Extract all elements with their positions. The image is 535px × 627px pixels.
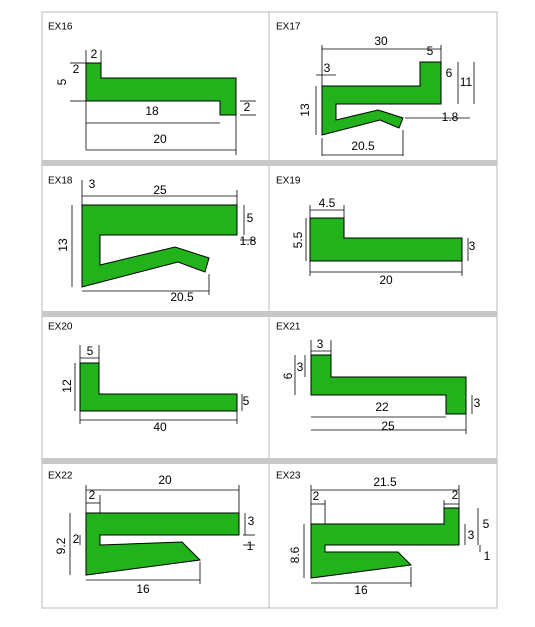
- dimension-label: 18: [145, 104, 159, 118]
- dimension-label: 20: [379, 273, 393, 287]
- dimension-label: 2: [73, 532, 80, 546]
- dimension-label: 5: [55, 78, 69, 85]
- dimension-label: 5.5: [291, 231, 305, 248]
- dimension-label: 25: [153, 183, 167, 197]
- dimension-label: 6: [281, 372, 295, 379]
- dimension-label: 22: [375, 400, 389, 414]
- panel-label: EX20: [48, 322, 73, 333]
- dimension-label: 5: [247, 211, 254, 225]
- dimension-label: 5: [87, 344, 94, 358]
- panel-label: EX17: [276, 22, 301, 33]
- profile-shape: [81, 204, 238, 288]
- dimension-label: 20: [158, 473, 172, 487]
- panel-label: EX22: [48, 471, 73, 482]
- dimension-label: 8.6: [288, 546, 302, 563]
- dimension-label: 4.5: [319, 196, 336, 210]
- profile-panel: EX23 21.5 2 2 53 8.6 1 16: [276, 471, 491, 598]
- dimension-label: 9.2: [54, 537, 68, 554]
- panel-label: EX23: [276, 471, 301, 482]
- dimension-label: 3: [297, 360, 304, 374]
- dimension-label: 2: [89, 488, 96, 502]
- dimension-label: 25: [381, 419, 395, 433]
- dimension-label: 16: [354, 583, 368, 597]
- dimension-label: 21.5: [373, 475, 397, 489]
- profile-shape: [321, 61, 442, 136]
- panel-label: EX19: [276, 176, 301, 187]
- dimension-label: 20: [153, 132, 167, 146]
- dimension-label: 3: [317, 337, 324, 351]
- dimension-label: 20.5: [170, 290, 194, 304]
- dimension-label: 1: [247, 539, 254, 553]
- profile-panel: EX17 30 5 3 6 11 13 1.8 20.5: [276, 22, 475, 156]
- row-divider: [42, 458, 497, 464]
- dimension-label: 30: [374, 34, 388, 48]
- panel-label: EX21: [276, 322, 301, 333]
- dimension-label: 13: [56, 238, 70, 252]
- dimension-label: 5: [243, 394, 250, 408]
- dimension-label: 5: [427, 44, 434, 58]
- dimension-label: 20.5: [351, 139, 375, 153]
- dimension-label: 3: [469, 239, 476, 253]
- dimension-label: 2: [452, 488, 459, 502]
- dimension-label: 1.8: [442, 110, 459, 124]
- profile-panel: EX22 20 2 3 2 9.2 1 16: [48, 471, 255, 596]
- dimension-label: 11: [460, 75, 473, 89]
- row-divider: [42, 311, 497, 317]
- dimension-label: 2: [313, 489, 320, 503]
- dimension-label: 2: [91, 47, 98, 61]
- dimension-label: 3: [89, 177, 96, 191]
- dimension-label: 1.8: [240, 234, 257, 248]
- dimension-label: 12: [60, 379, 74, 393]
- profile-shape: [85, 512, 240, 576]
- dimension-label: 3: [248, 514, 255, 528]
- profile-panel: EX20 5 12 5 40: [48, 322, 250, 435]
- profile-panel: EX18 3 25 5 1.8 13 20.5: [48, 176, 257, 305]
- dimension-label: 3: [468, 528, 475, 542]
- dimension-label: 3: [474, 396, 481, 410]
- dimension-label: 16: [136, 582, 150, 596]
- dimension-label: 2: [73, 62, 80, 76]
- row-divider: [42, 160, 497, 166]
- dimension-label: 2: [244, 100, 251, 114]
- profile-panel: EX19 4.5 5.5 3 20: [276, 176, 476, 288]
- dimension-label: 3: [324, 61, 331, 75]
- panel-label: EX18: [48, 176, 73, 187]
- profile-shape: [310, 507, 460, 579]
- dimension-label: 40: [153, 420, 167, 434]
- dimension-label: 6: [446, 66, 453, 80]
- dimension-label: 5: [483, 517, 490, 531]
- panel-label: EX16: [48, 22, 73, 33]
- dimension-label: 1: [484, 549, 491, 563]
- dimension-label: 13: [298, 103, 312, 117]
